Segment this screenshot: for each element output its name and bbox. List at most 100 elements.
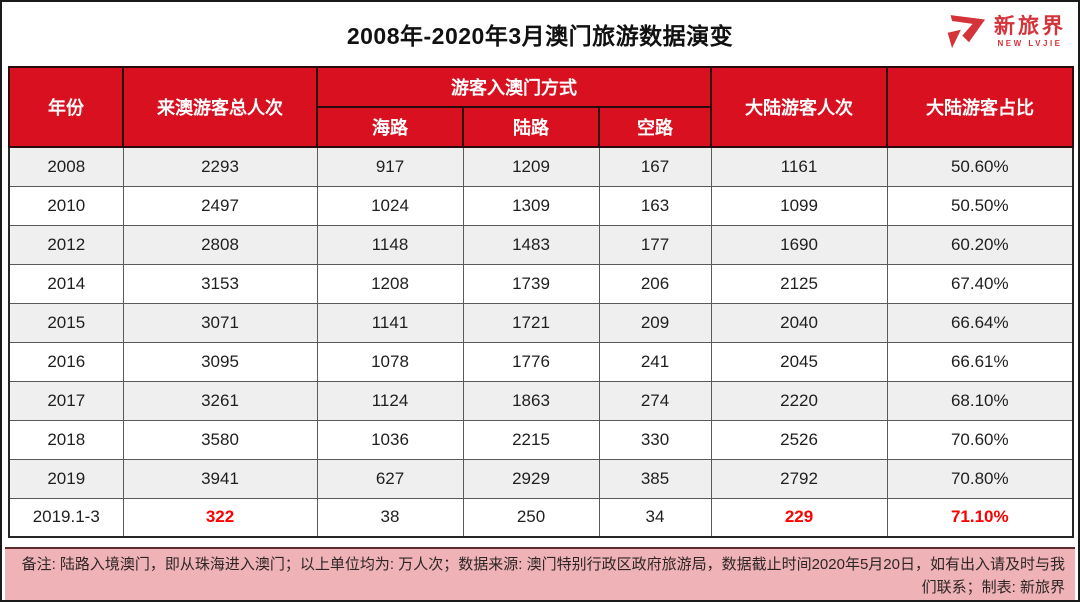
year-cell: 2014 bbox=[8, 263, 124, 304]
logo-subtitle: NEW LVJIE bbox=[997, 39, 1063, 48]
header-entry-mode-group: 游客入澳门方式 bbox=[315, 66, 713, 108]
table-row: 2017 3261 1124 1863 274 2220 68.10% bbox=[8, 380, 1074, 421]
value-cell: 1161 bbox=[710, 146, 888, 187]
value-cell: 66.64% bbox=[886, 302, 1074, 343]
value-cell: 2215 bbox=[462, 419, 600, 460]
value-cell: 2808 bbox=[122, 224, 318, 265]
table-row: 2016 3095 1078 1776 241 2045 66.61% bbox=[8, 341, 1074, 382]
value-cell: 71.10% bbox=[886, 497, 1074, 538]
value-cell: 2125 bbox=[710, 263, 888, 304]
value-cell: 206 bbox=[598, 263, 712, 304]
value-cell: 330 bbox=[598, 419, 712, 460]
value-cell: 1721 bbox=[462, 302, 600, 343]
value-cell: 627 bbox=[316, 458, 464, 499]
table-header: 年份 来澳游客总人次 游客入澳门方式 大陆游客人次 大陆游客占比 海路 陆路 空… bbox=[8, 66, 1075, 148]
table-row: 2019.1-3 322 38 250 34 229 71.10% bbox=[8, 497, 1074, 538]
title-bar: 2008年-2020年3月澳门旅游数据演变 新旅界 NEW LVJIE bbox=[2, 2, 1078, 66]
value-cell: 3153 bbox=[122, 263, 318, 304]
value-cell: 50.60% bbox=[886, 146, 1074, 187]
year-cell: 2017 bbox=[8, 380, 124, 421]
footer-note: 备注: 陆路入境澳门，即从珠海进入澳门；以上单位均为: 万人次；数据来源: 澳门… bbox=[5, 547, 1075, 600]
value-cell: 2220 bbox=[710, 380, 888, 421]
value-cell: 1209 bbox=[462, 146, 600, 187]
page-title: 2008年-2020年3月澳门旅游数据演变 bbox=[346, 23, 734, 49]
brand-logo: 新旅界 NEW LVJIE bbox=[944, 11, 1066, 53]
year-cell: 2018 bbox=[8, 419, 124, 460]
logo-arrow-icon bbox=[944, 11, 988, 53]
value-cell: 1024 bbox=[316, 185, 464, 226]
table-row: 2010 2497 1024 1309 163 1099 50.50% bbox=[8, 185, 1074, 226]
value-cell: 1208 bbox=[316, 263, 464, 304]
value-cell: 3580 bbox=[122, 419, 318, 460]
value-cell: 917 bbox=[316, 146, 464, 187]
header-total-visitors: 来澳游客总人次 bbox=[122, 66, 318, 148]
value-cell: 250 bbox=[462, 497, 600, 538]
table-body: 2008 2293 917 1209 167 1161 50.60% 2010 2497 1024… bbox=[8, 146, 1074, 538]
value-cell: 50.50% bbox=[886, 185, 1074, 226]
year-cell: 2019.1-3 bbox=[8, 497, 124, 538]
value-cell: 177 bbox=[598, 224, 712, 265]
value-cell: 1863 bbox=[462, 380, 600, 421]
value-cell: 38 bbox=[316, 497, 464, 538]
value-cell: 241 bbox=[598, 341, 712, 382]
table-row: 2008 2293 917 1209 167 1161 50.60% bbox=[8, 146, 1074, 187]
year-cell: 2015 bbox=[8, 302, 124, 343]
table-row: 2018 3580 1036 2215 330 2526 70.60% bbox=[8, 419, 1074, 460]
year-cell: 2012 bbox=[8, 224, 124, 265]
year-cell: 2010 bbox=[8, 185, 124, 226]
value-cell: 2497 bbox=[122, 185, 318, 226]
value-cell: 1483 bbox=[462, 224, 600, 265]
value-cell: 385 bbox=[598, 458, 712, 499]
value-cell: 3941 bbox=[122, 458, 318, 499]
value-cell: 3261 bbox=[122, 380, 318, 421]
logo-text: 新旅界 NEW LVJIE bbox=[994, 16, 1066, 48]
value-cell: 1148 bbox=[316, 224, 464, 265]
value-cell: 2045 bbox=[710, 341, 888, 382]
logo-name: 新旅界 bbox=[994, 14, 1066, 38]
value-cell: 229 bbox=[710, 497, 888, 538]
table-row: 2015 3071 1141 1721 209 2040 66.64% bbox=[8, 302, 1074, 343]
value-cell: 2293 bbox=[122, 146, 318, 187]
value-cell: 322 bbox=[122, 497, 318, 538]
value-cell: 1776 bbox=[462, 341, 600, 382]
value-cell: 2040 bbox=[710, 302, 888, 343]
value-cell: 67.40% bbox=[886, 263, 1074, 304]
value-cell: 163 bbox=[598, 185, 712, 226]
value-cell: 66.61% bbox=[886, 341, 1074, 382]
value-cell: 60.20% bbox=[886, 224, 1074, 265]
value-cell: 2929 bbox=[462, 458, 600, 499]
header-sea-route: 海路 bbox=[316, 106, 464, 148]
value-cell: 70.60% bbox=[886, 419, 1074, 460]
year-cell: 2008 bbox=[8, 146, 124, 187]
value-cell: 209 bbox=[598, 302, 712, 343]
header-mainland-share: 大陆游客占比 bbox=[886, 66, 1075, 148]
table-row: 2019 3941 627 2929 385 2792 70.80% bbox=[8, 458, 1074, 499]
value-cell: 1309 bbox=[462, 185, 600, 226]
table-row: 2012 2808 1148 1483 177 1690 60.20% bbox=[8, 224, 1074, 265]
value-cell: 2792 bbox=[710, 458, 888, 499]
value-cell: 1124 bbox=[316, 380, 464, 421]
header-year: 年份 bbox=[8, 66, 124, 148]
value-cell: 1690 bbox=[710, 224, 888, 265]
value-cell: 1078 bbox=[316, 341, 464, 382]
header-air-route: 空路 bbox=[597, 106, 713, 148]
value-cell: 1099 bbox=[710, 185, 888, 226]
header-mainland-visitors: 大陆游客人次 bbox=[710, 66, 889, 148]
value-cell: 167 bbox=[598, 146, 712, 187]
value-cell: 68.10% bbox=[886, 380, 1074, 421]
year-cell: 2016 bbox=[8, 341, 124, 382]
table-row: 2014 3153 1208 1739 206 2125 67.40% bbox=[8, 263, 1074, 304]
value-cell: 2526 bbox=[710, 419, 888, 460]
year-cell: 2019 bbox=[8, 458, 124, 499]
value-cell: 1739 bbox=[462, 263, 600, 304]
value-cell: 70.80% bbox=[886, 458, 1074, 499]
value-cell: 3095 bbox=[122, 341, 318, 382]
value-cell: 274 bbox=[598, 380, 712, 421]
value-cell: 1141 bbox=[316, 302, 464, 343]
header-land-route: 陆路 bbox=[462, 106, 600, 148]
tourism-data-table: 年份 来澳游客总人次 游客入澳门方式 大陆游客人次 大陆游客占比 海路 陆路 空… bbox=[8, 66, 1075, 538]
value-cell: 34 bbox=[598, 497, 712, 538]
value-cell: 3071 bbox=[122, 302, 318, 343]
value-cell: 1036 bbox=[316, 419, 464, 460]
